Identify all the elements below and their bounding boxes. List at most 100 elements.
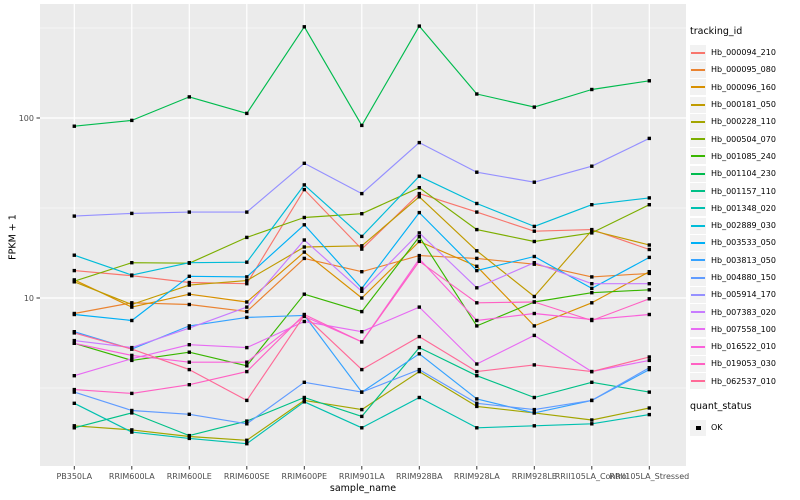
data-point [187,343,191,347]
data-point [187,350,191,354]
legend-entry-label: Hb_003813_050 [711,255,776,265]
data-point [302,161,306,165]
legend-entry-label: Hb_000096_160 [711,82,776,92]
legend-entry: Hb_000504_070 [690,130,798,148]
data-point [647,406,651,410]
data-point [72,424,76,428]
data-point [245,315,249,320]
data-point [245,364,249,368]
legend-entry-label: Hb_003533_050 [711,238,776,248]
legend-entry-label: Hb_001104_230 [711,169,776,179]
data-point [130,118,134,123]
data-point [475,227,479,232]
x-axis-tick-label: RRIM600PE [282,472,328,481]
x-axis-tick-label: RRIM600LE [167,472,212,481]
data-point [532,324,536,328]
data-point [130,273,134,277]
data-point [647,270,651,274]
x-axis-tick-label: RRIM928LA [454,472,500,481]
legend-key-swatch [690,79,706,96]
data-point [72,390,76,394]
data-point [245,235,249,240]
data-point [590,275,594,279]
data-point [417,305,421,309]
data-point [532,424,536,428]
data-point [130,318,134,323]
data-point [302,319,306,324]
legend-entry-label: OK [711,423,723,433]
legend-entry: Hb_000095_080 [690,61,798,78]
data-point [590,203,594,207]
x-axis-title: sample_name [329,483,397,494]
y-axis-title: FPKM + 1 [7,214,19,260]
legend-key-swatch [690,165,706,182]
data-point [130,358,134,363]
legend-entry-label: Hb_000095_080 [711,65,776,75]
data-point [417,24,421,28]
data-point [72,279,76,283]
data-point [417,174,421,178]
data-point [590,228,594,233]
data-point [245,422,249,426]
data-point [72,401,76,405]
data-point [417,253,421,258]
data-point [590,286,594,291]
data-point [475,404,479,409]
data-point [245,305,249,309]
legend-entry: Hb_019053_030 [690,355,798,372]
legend-title-tracking-id: tracking_id [690,26,743,37]
data-point [360,270,364,274]
data-point [245,111,249,116]
data-point [475,256,479,261]
legend-key-swatch [690,44,706,61]
data-point [647,136,651,141]
legend-entry-label: Hb_005914_170 [711,290,776,300]
data-point [532,395,536,400]
legend-key-swatch [690,131,706,148]
legend-entry-label: Hb_007383_020 [711,307,776,317]
legend-entry-label: Hb_019053_030 [711,359,776,369]
x-axis-tick-label: RRIM600SE [224,472,270,481]
data-point [360,367,364,372]
legend-entry: Hb_003533_050 [690,234,798,251]
legend-entry: Hb_007383_020 [690,303,798,321]
data-point [187,261,191,265]
data-point [187,367,191,372]
data-point [302,245,306,249]
x-axis-tick-label: RRIM901LA [339,472,385,481]
data-point [360,330,364,334]
legend-entry: Hb_016522_010 [690,338,798,355]
data-point [187,280,191,285]
data-point [187,274,191,278]
data-point [72,338,76,343]
data-point [72,374,76,378]
x-axis-tick-label: RRIM928LE [512,472,557,481]
data-point [475,374,479,378]
data-point [302,395,306,400]
data-point [72,253,76,257]
legend-entry-label: Hb_001157_110 [711,186,776,196]
data-point [590,380,594,384]
data-point [245,438,249,442]
data-point [302,400,306,404]
data-point [475,318,479,323]
data-point [475,324,479,328]
legend-entry: Hb_002889_030 [690,217,798,234]
data-point [130,305,134,309]
legend-entry: Hb_001157_110 [690,182,798,200]
data-point [130,428,134,432]
legend-entry-label: Hb_000181_050 [711,100,776,110]
data-point [187,383,191,387]
data-point [245,210,249,214]
data-point [360,309,364,314]
legend-entry: Hb_001104_230 [690,165,798,182]
data-point [590,398,594,403]
legend-key-swatch [690,217,706,234]
legend-key-swatch [690,200,706,217]
data-point [417,352,421,356]
data-point [302,292,306,296]
data-point [302,238,306,242]
data-point [647,203,651,207]
legend-key-swatch [690,355,706,372]
data-point [532,333,536,338]
